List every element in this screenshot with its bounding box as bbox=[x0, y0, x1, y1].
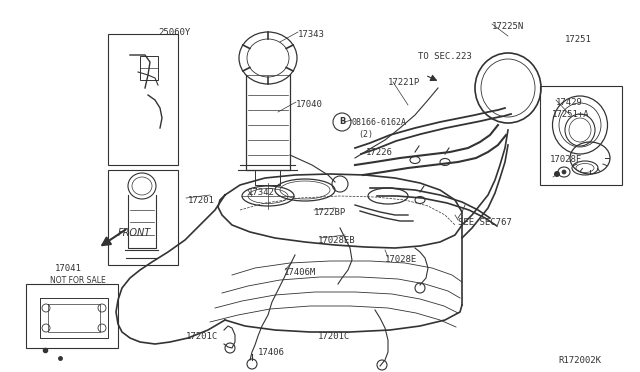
Text: NOT FOR SALE: NOT FOR SALE bbox=[50, 276, 106, 285]
Text: 17201: 17201 bbox=[188, 196, 215, 205]
Bar bbox=[540, 86, 622, 185]
Text: 17429: 17429 bbox=[556, 98, 583, 107]
Circle shape bbox=[554, 171, 560, 177]
Text: 17251+A: 17251+A bbox=[552, 110, 589, 119]
Text: 17040: 17040 bbox=[296, 100, 323, 109]
Text: 17251: 17251 bbox=[565, 35, 592, 44]
Text: 17201C: 17201C bbox=[186, 332, 218, 341]
Text: 17028E: 17028E bbox=[385, 255, 417, 264]
Text: 25060Y: 25060Y bbox=[158, 28, 190, 37]
Text: TO SEC.223: TO SEC.223 bbox=[418, 52, 472, 61]
Text: 17028EB: 17028EB bbox=[318, 236, 356, 245]
Text: 17406M: 17406M bbox=[284, 268, 316, 277]
Text: B: B bbox=[339, 118, 345, 126]
Text: 17028F: 17028F bbox=[550, 155, 582, 164]
Text: 17226: 17226 bbox=[366, 148, 393, 157]
Text: SEE SEC767: SEE SEC767 bbox=[458, 218, 512, 227]
Circle shape bbox=[562, 170, 566, 174]
Text: (2): (2) bbox=[358, 130, 373, 139]
Text: 17342: 17342 bbox=[248, 188, 275, 197]
Text: 17406: 17406 bbox=[258, 348, 285, 357]
Bar bbox=[108, 34, 178, 165]
Bar bbox=[26, 284, 118, 348]
Text: 17225N: 17225N bbox=[492, 22, 524, 31]
Text: R172002K: R172002K bbox=[558, 356, 601, 365]
Text: 17221P: 17221P bbox=[388, 78, 420, 87]
Bar bbox=[140, 56, 158, 80]
Text: 17041: 17041 bbox=[55, 264, 82, 273]
Text: 1722BP: 1722BP bbox=[314, 208, 346, 217]
Text: 17201C: 17201C bbox=[318, 332, 350, 341]
Text: 08166-6162A: 08166-6162A bbox=[352, 118, 407, 127]
Text: 17343: 17343 bbox=[298, 30, 325, 39]
Bar bbox=[108, 170, 178, 265]
Text: FRONT: FRONT bbox=[118, 228, 151, 238]
